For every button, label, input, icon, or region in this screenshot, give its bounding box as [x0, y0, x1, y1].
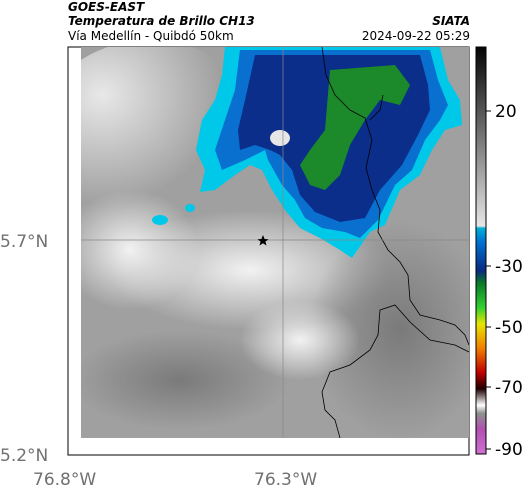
coastline [321, 304, 469, 438]
cloud-hole [270, 130, 290, 146]
satellite-title: GOES-EAST [68, 0, 145, 14]
cloud-fragment [185, 204, 195, 212]
colorbar-label: -90 [495, 440, 523, 460]
agency-label: SIATA [432, 14, 470, 28]
colorbar-label: 20 [495, 102, 517, 122]
colorbar-label: -50 [495, 318, 523, 338]
lon-label: 76.8°W [33, 470, 96, 490]
satellite-image [81, 47, 469, 438]
lat-label: 5.7°N [0, 232, 48, 252]
colorbar-label: -70 [495, 378, 523, 398]
star-marker [257, 235, 269, 246]
colorbar-label: -30 [495, 257, 523, 277]
colorbar [475, 46, 487, 455]
border-line [369, 94, 384, 121]
location-subtitle: Vía Medellín - Quibdó 50km [68, 29, 234, 43]
border-line [321, 47, 469, 346]
product-title: Temperatura de Brillo CH13 [68, 14, 255, 28]
lon-label: 76.3°W [254, 470, 317, 490]
cloud-fragment [152, 215, 168, 225]
lat-label: 5.2°N [0, 446, 48, 466]
timestamp: 2024-09-22 05:29 [361, 29, 470, 43]
